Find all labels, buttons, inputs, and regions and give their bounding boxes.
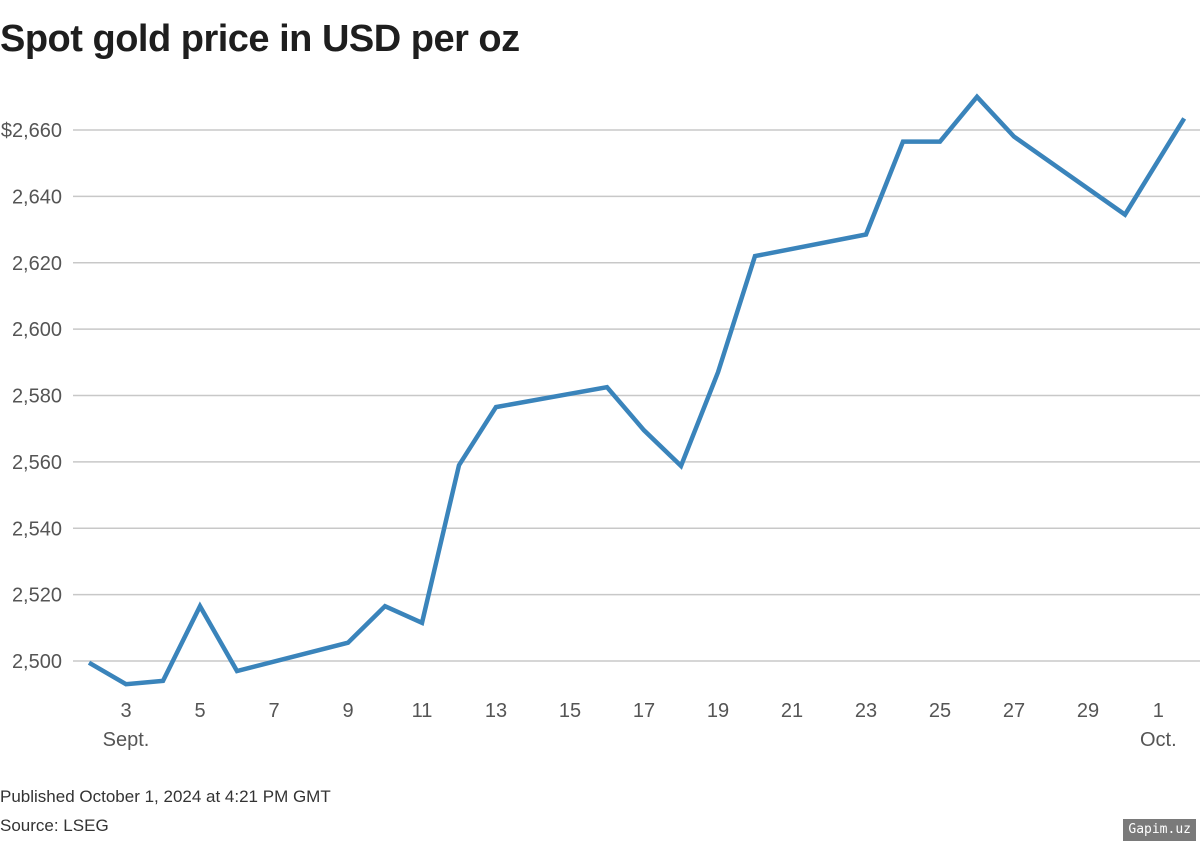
y-tick-label: 2,560 — [12, 452, 62, 474]
published-timestamp: Published October 1, 2024 at 4:21 PM GMT — [0, 787, 331, 806]
source-credit: Source: LSEG — [0, 816, 109, 835]
x-tick-label: 9 — [342, 700, 353, 722]
x-tick-label: 19 — [707, 700, 729, 722]
x-tick-label: 25 — [929, 700, 951, 722]
y-tick-label: $2,660 — [1, 120, 62, 142]
y-axis-labels: 2,500 2,520 2,540 2,560 2,580 2,600 2,620 2,640… — [1, 120, 62, 673]
y-tick-label: 2,540 — [12, 518, 62, 540]
x-axis-labels: 3 Sept. 5 7 9 11 13 15 17 19 21 23 25 27 29 1 Oct. — [103, 700, 1177, 751]
line-chart: 2,500 2,520 2,540 2,560 2,580 2,600 2,620 2,640… — [1, 93, 1200, 751]
x-tick-label: 11 — [412, 700, 433, 722]
x-tick-label: 21 — [781, 700, 803, 722]
x-tick-label: 17 — [633, 700, 655, 722]
x-tick-label: 3 — [120, 700, 131, 722]
y-tick-label: 2,520 — [12, 585, 62, 607]
y-tick-label: 2,500 — [12, 651, 62, 673]
y-tick-label: 2,600 — [12, 319, 62, 341]
x-month-label: Sept. — [103, 729, 150, 751]
x-tick-label: 23 — [855, 700, 877, 722]
gridlines — [73, 129, 1200, 662]
x-tick-label: 5 — [194, 700, 205, 722]
y-tick-label: 2,640 — [12, 186, 62, 208]
chart-title: Spot gold price in USD per oz — [0, 18, 520, 60]
watermark: Gapim.uz — [1123, 819, 1196, 841]
x-month-label: Oct. — [1140, 729, 1177, 751]
x-tick-label: 27 — [1003, 700, 1025, 722]
x-tick-label: 13 — [485, 700, 507, 722]
y-tick-label: 2,620 — [12, 253, 62, 275]
x-tick-label: 1 — [1153, 700, 1164, 722]
x-tick-label: 29 — [1077, 700, 1099, 722]
x-tick-label: 15 — [559, 700, 581, 722]
y-tick-label: 2,580 — [12, 386, 62, 408]
gold-price-line — [87, 93, 1187, 687]
x-tick-label: 7 — [268, 700, 279, 722]
